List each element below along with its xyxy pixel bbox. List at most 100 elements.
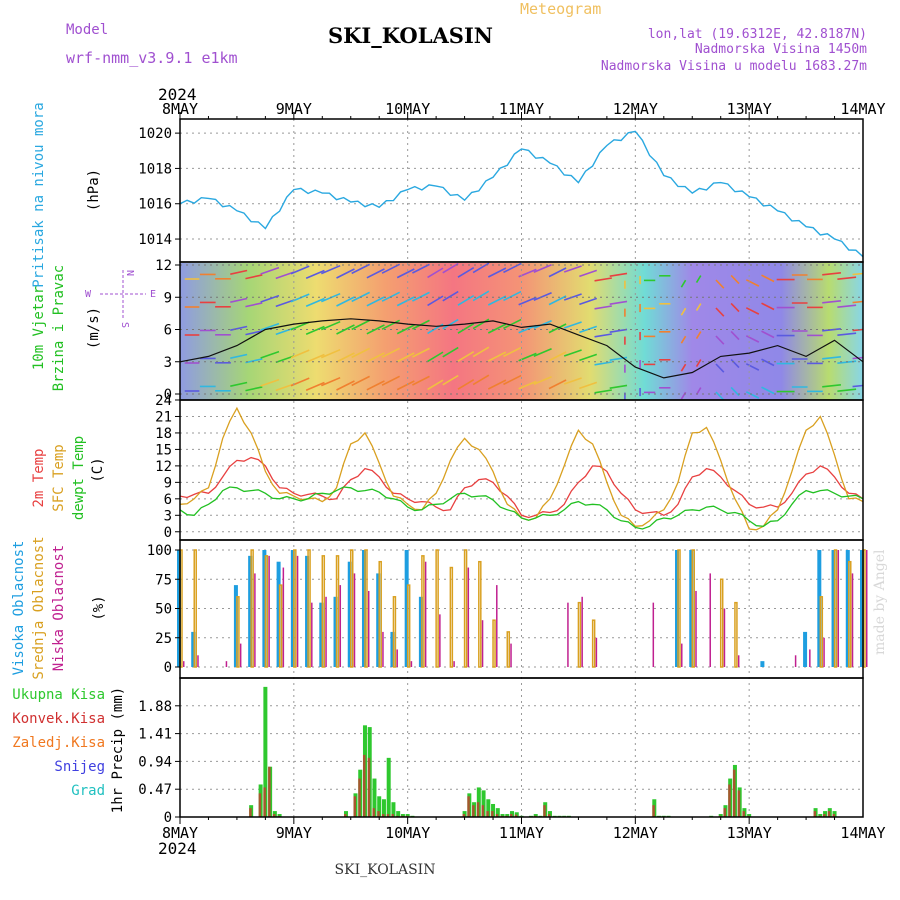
cloud-bar-low (723, 608, 726, 667)
wind-arrow (852, 300, 863, 304)
cloud-bar-mid (691, 549, 695, 668)
precip-bar-conv (249, 808, 252, 817)
compass-south: S (119, 322, 130, 328)
cloud-bar-low (823, 637, 825, 667)
wind-arrow (472, 318, 490, 330)
cloud-bar-high (376, 573, 381, 667)
wind-arrow (548, 379, 567, 390)
cloud-bar-high (191, 631, 196, 667)
x-tick-label-top: 8MAY (162, 100, 198, 118)
gridlines (180, 119, 863, 818)
wind-arrow (563, 321, 582, 329)
cloud-bar-low (709, 573, 711, 667)
wind-arrow (563, 349, 582, 357)
temperature-y-tick-label: 6 (164, 492, 172, 508)
wind-y-tick-label: 12 (155, 258, 172, 274)
wind-arrow (548, 267, 567, 278)
precip-bar-conv (377, 811, 380, 817)
axis-labels: 8MAY 8MAY 9MAY 9MAY 10MAY 10MAY 11MAY 11MAY 12MA… (11, 100, 886, 842)
meteogram-label: Meteogram (520, 0, 601, 18)
wind-arrow (609, 356, 628, 361)
precip-bar-total (495, 808, 500, 817)
wind-arrow (290, 349, 310, 359)
wind-arrow (442, 374, 459, 386)
wind-arrow (230, 269, 248, 275)
precip-bar-conv (510, 814, 513, 817)
wind-arrow (472, 374, 490, 386)
cloud-ylabel: Visoka Oblacnost (11, 541, 27, 676)
wind-arrow (715, 391, 725, 400)
cloud-bar-mid (478, 560, 482, 668)
wind-arrow (715, 363, 725, 373)
wind-arrow (290, 321, 310, 331)
cloud-bar-mid (406, 584, 411, 668)
precip-bar-conv (367, 757, 371, 817)
precip-bar-conv (491, 811, 494, 817)
precip-bar-total (263, 686, 268, 817)
wind-arrow (457, 267, 475, 278)
wind-arrow (518, 380, 537, 390)
wind-arrow (457, 351, 475, 362)
wind-arrow (503, 262, 522, 274)
wind-arrow (366, 296, 385, 307)
precip-bar-total (386, 757, 391, 817)
wind-arrow (260, 322, 280, 331)
cloud-bar-mid (278, 584, 283, 668)
cloud-bar-mid (577, 601, 582, 668)
cloud-bar-low (225, 661, 228, 667)
wind-arrow (336, 296, 355, 307)
cloud-bar-low (866, 550, 868, 667)
cloud-bar-mid (250, 549, 254, 668)
pressure-y-tick-label: 1016 (138, 197, 172, 213)
cloud-bar-low (239, 643, 242, 667)
wind-arrow (457, 295, 475, 306)
temp-ylabel: 2m Temp (31, 448, 47, 507)
precip-bar-conv (372, 808, 375, 817)
cloud-bar-high (248, 555, 253, 667)
temp-ylabel2: SFC Temp (51, 444, 67, 511)
cloud-bar-high (262, 550, 267, 667)
cloud-bar-mid (819, 596, 824, 668)
precip-bar-conv (391, 814, 394, 817)
temp-line-2 (179, 486, 864, 530)
precip-bar-total (400, 814, 405, 817)
cloud-bar-low (439, 614, 441, 667)
wind-arrow (680, 391, 687, 400)
cloud-bar-low (496, 585, 498, 667)
wind-arrow (472, 346, 490, 358)
cloud-bar-mid (677, 549, 681, 668)
cloud-bar-high (305, 555, 310, 667)
cloud-bar-low (296, 555, 299, 667)
precip-bar-conv (353, 796, 356, 817)
precip-bar-total (405, 814, 410, 817)
temperature-y-tick-label: 21 (155, 409, 172, 425)
x-tick-label-bottom: 14MAY (840, 824, 885, 842)
wind-arrow (336, 352, 355, 363)
wind-unit: (m/s) (86, 307, 102, 349)
wind-arrow (563, 265, 582, 273)
pressure-unit: (hPa) (86, 169, 102, 211)
wind-arrow (680, 307, 687, 316)
year-bottom: 2024 (158, 839, 197, 858)
wind-arrow (579, 353, 598, 362)
cloud-bar-mid (335, 555, 340, 668)
precip-bar-conv (547, 814, 551, 817)
x-tick-label-top: 12MAY (613, 100, 658, 118)
cloud-bar-low (268, 555, 270, 667)
wind-arrow (852, 272, 863, 276)
precip-bar-conv (263, 787, 266, 817)
wind-arrow (730, 274, 740, 285)
precip-bar-total (396, 811, 401, 817)
wind-arrow (260, 266, 280, 275)
precip-bar-conv (823, 814, 826, 817)
precip-bar-conv (258, 793, 262, 817)
temperature-y-tick-label: 18 (155, 426, 172, 442)
wind-arrow (518, 296, 537, 306)
wind-arrow (594, 361, 612, 366)
wind-arrow (609, 384, 628, 389)
wind-arrow (761, 274, 775, 283)
precip-legend-item: Konvek.Kisa (12, 711, 105, 727)
precipitation-y-tick-label: 1.88 (138, 699, 172, 715)
wind-arrow (695, 275, 702, 284)
wind-arrow (230, 297, 248, 303)
